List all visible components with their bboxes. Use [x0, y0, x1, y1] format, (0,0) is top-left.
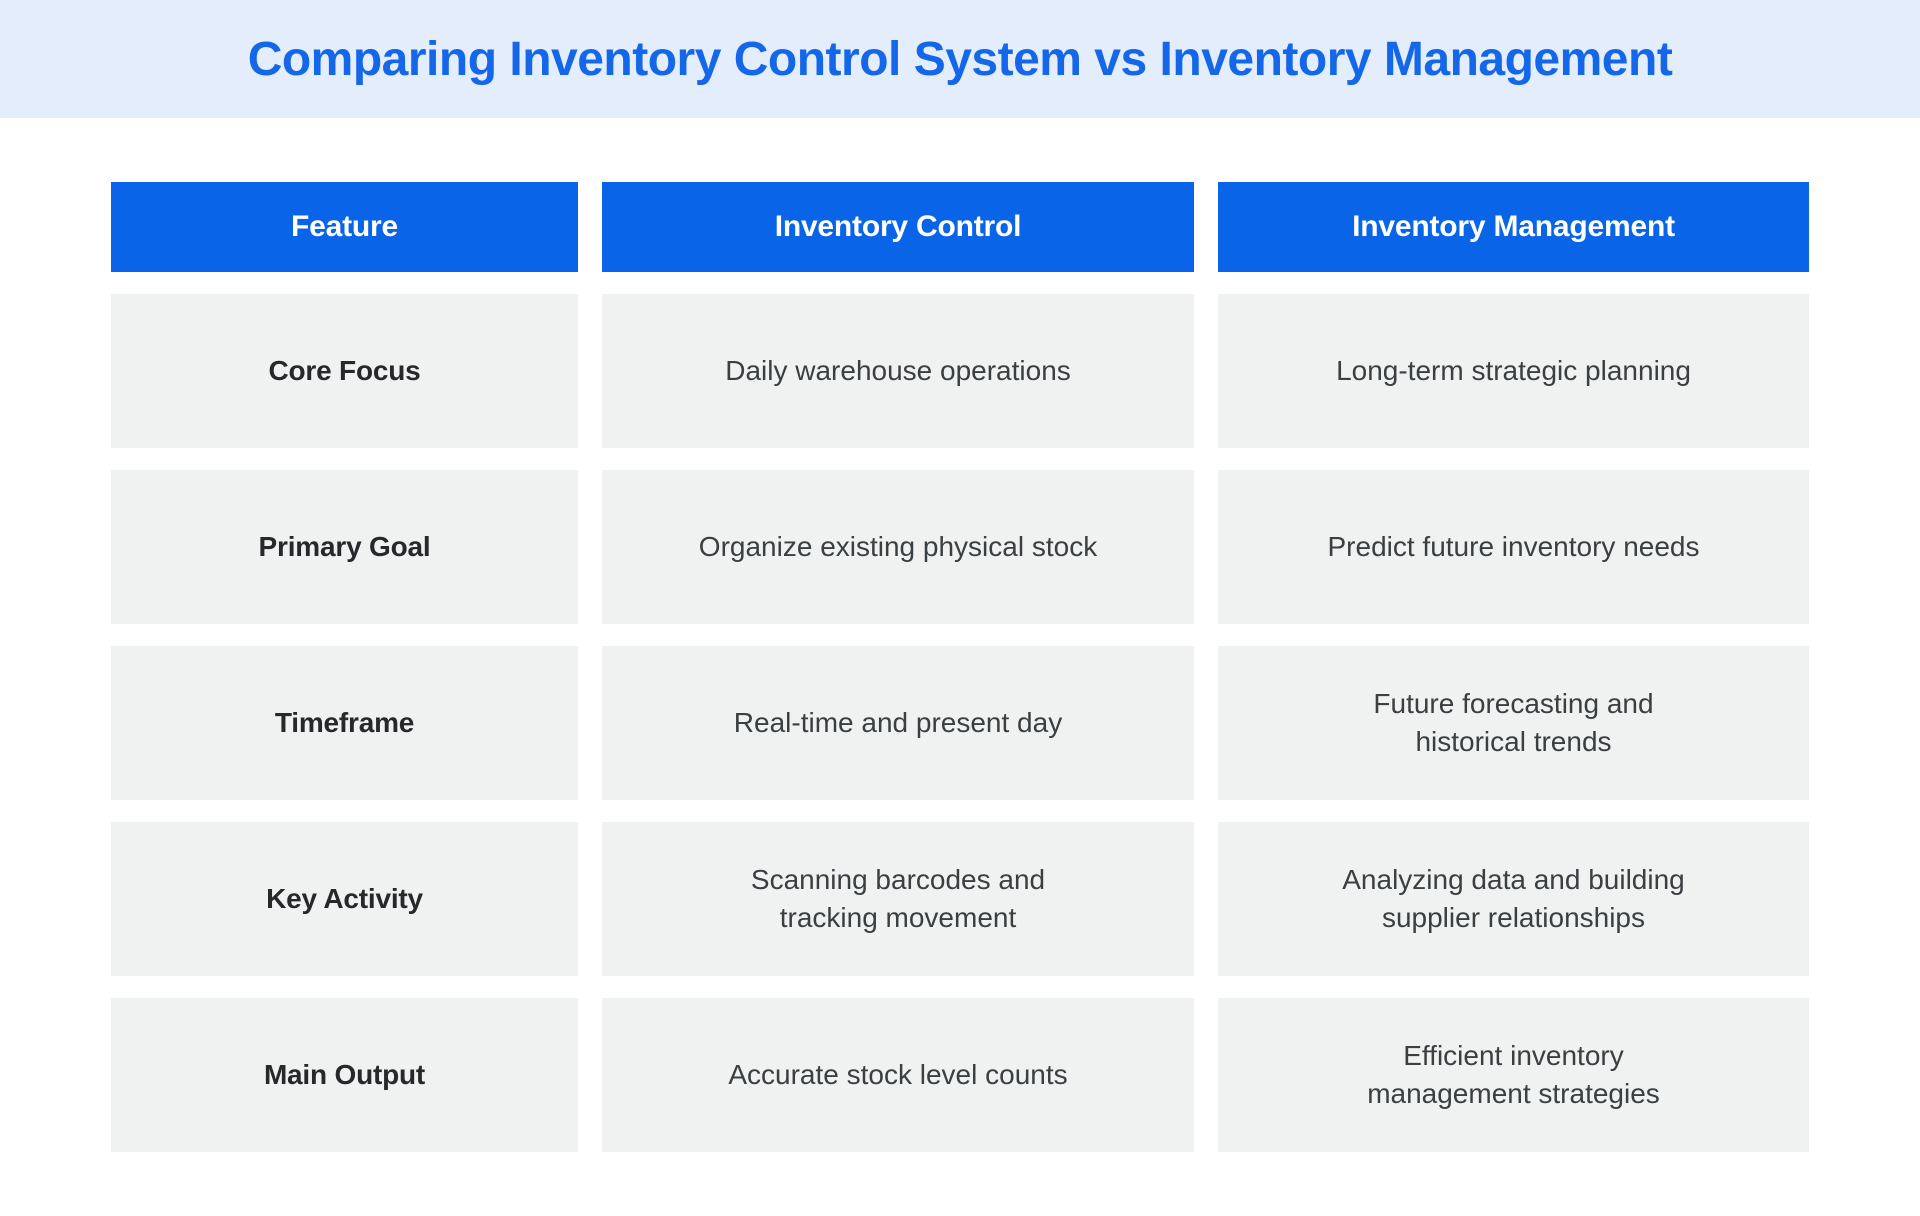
- timeframe-inventory-control: Real-time and present day: [602, 646, 1194, 800]
- timeframe-inventory-management: Future forecasting and historical trends: [1218, 646, 1809, 800]
- column-header-inventory-control: Inventory Control: [602, 182, 1194, 272]
- key-activity-label: Key Activity: [111, 822, 578, 976]
- primary-goal-label: Primary Goal: [111, 470, 578, 624]
- core-focus-inventory-control: Daily warehouse operations: [602, 294, 1194, 448]
- comparison-grid: Feature Inventory Control Inventory Mana…: [111, 182, 1809, 1152]
- key-activity-inventory-control: Scanning barcodes and tracking movement: [602, 822, 1194, 976]
- core-focus-inventory-management: Long-term strategic planning: [1218, 294, 1809, 448]
- column-header-inventory-management: Inventory Management: [1218, 182, 1809, 272]
- comparison-table: Feature Inventory Control Inventory Mana…: [111, 182, 1809, 1152]
- page-title: Comparing Inventory Control System vs In…: [247, 32, 1673, 86]
- timeframe-label: Timeframe: [111, 646, 578, 800]
- column-header-feature: Feature: [111, 182, 578, 272]
- core-focus-label: Core Focus: [111, 294, 578, 448]
- main-output-label: Main Output: [111, 998, 578, 1152]
- key-activity-inventory-management: Analyzing data and building supplier rel…: [1218, 822, 1809, 976]
- primary-goal-inventory-management: Predict future inventory needs: [1218, 470, 1809, 624]
- primary-goal-inventory-control: Organize existing physical stock: [602, 470, 1194, 624]
- title-band: Comparing Inventory Control System vs In…: [0, 0, 1920, 118]
- main-output-inventory-control: Accurate stock level counts: [602, 998, 1194, 1152]
- main-output-inventory-management: Efficient inventory management strategie…: [1218, 998, 1809, 1152]
